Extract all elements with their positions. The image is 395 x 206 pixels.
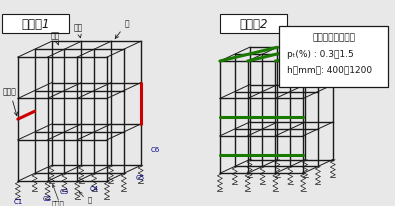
FancyBboxPatch shape (220, 15, 287, 34)
Text: 梓: 梓 (87, 196, 91, 202)
Text: C3: C3 (60, 188, 69, 194)
Text: ケース2: ケース2 (239, 18, 268, 31)
Text: C6: C6 (151, 146, 160, 152)
FancyBboxPatch shape (2, 15, 70, 34)
Text: 縦梓: 縦梓 (51, 31, 60, 46)
Text: h（mm）: 400～1200: h（mm）: 400～1200 (287, 65, 372, 74)
FancyBboxPatch shape (279, 26, 388, 87)
Text: pₜ(%) : 0.3～1.5: pₜ(%) : 0.3～1.5 (287, 49, 354, 58)
Text: C4: C4 (90, 185, 99, 191)
Text: 横梓: 横梓 (73, 23, 83, 39)
Text: C5: C5 (136, 174, 145, 180)
Text: ケース1: ケース1 (21, 18, 50, 31)
Text: 中層梓: 中層梓 (3, 87, 17, 116)
Text: C1: C1 (13, 198, 23, 204)
Text: 柱: 柱 (115, 20, 130, 39)
Text: 中層梓パラメータ: 中層梓パラメータ (312, 33, 355, 42)
Text: C2: C2 (43, 195, 52, 201)
Text: 地中梓: 地中梓 (51, 200, 64, 206)
